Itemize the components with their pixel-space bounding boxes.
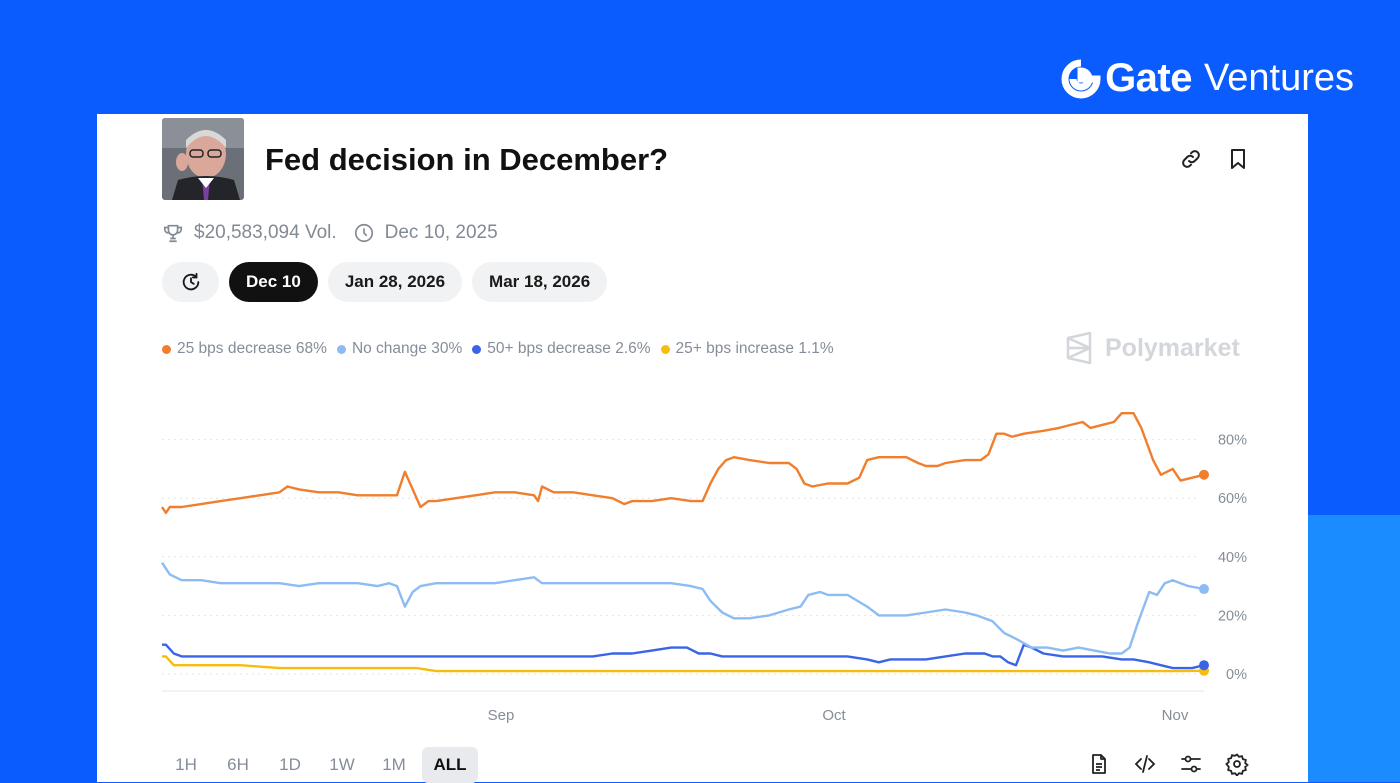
volume-text: $20,583,094 Vol. [194,222,337,243]
gate-ventures-logo: Gate Ventures [1061,56,1354,101]
series-end-dot [1199,584,1209,595]
tab-mar-18-2026[interactable]: Mar 18, 2026 [472,262,608,302]
x-tick-label: Oct [822,707,846,724]
probability-chart[interactable]: 80% 60% 40% 20% 0% Sep Oct Nov [97,114,1308,782]
background-accent [1305,515,1400,782]
legend-label: 25+ bps increase 1.1% [675,340,834,357]
trophy-icon [163,224,183,243]
watermark-text: Polymarket [1105,333,1240,362]
legend-dot [336,344,346,354]
range-6h[interactable]: 6H [227,755,249,774]
legend-label: 50+ bps decrease 2.6% [487,340,651,357]
y-tick-label: 20% [1218,608,1247,624]
brand-logo-text: Gate [1105,56,1192,100]
y-tick-label: 40% [1218,550,1247,566]
series-line-no-change [161,562,1205,655]
y-tick-label: 60% [1218,491,1247,507]
settings-icon[interactable] [1225,752,1249,776]
polymarket-watermark: Polymarket [1065,332,1240,364]
bookmark-icon[interactable] [1226,147,1250,171]
legend-item: 25+ bps increase 1.1% [660,340,834,358]
brand-suffix: Ventures [1204,57,1354,99]
history-button[interactable] [162,262,219,302]
legend-item: 50+ bps decrease 2.6% [472,340,651,358]
legend-label: 25 bps decrease 68% [177,340,327,357]
legend-dot [660,344,670,354]
legend-item: No change 30% [336,340,463,358]
market-meta: $20,583,094 Vol. Dec 10, 2025 [162,222,514,244]
series-end-dot [1199,469,1209,480]
range-1h[interactable]: 1H [175,755,197,774]
chart-legend: 25 bps decrease 68% No change 30% 50+ bp… [162,340,844,358]
link-icon[interactable] [1179,147,1203,171]
legend-dot [472,344,482,354]
polymarket-logo-icon [1066,332,1092,364]
y-tick-label: 80% [1218,433,1247,449]
legend-item: 25 bps decrease 68% [162,340,327,358]
history-icon [182,272,199,291]
chart-tools [1087,752,1271,776]
legend-label: No change 30% [351,340,463,357]
series-line-50-bps-decrease [162,643,1205,670]
range-1m[interactable]: 1M [382,755,406,774]
date-tabs: Dec 10 Jan 28, 2026 Mar 18, 2026 [162,262,617,302]
series-line-25-bps-decrease [160,412,1205,515]
market-title: Fed decision in December? [265,142,669,177]
range-1w[interactable]: 1W [329,755,355,774]
document-icon[interactable] [1087,752,1111,776]
gate-logo-icon [1061,59,1101,98]
x-tick-label: Nov [1162,707,1189,724]
range-1d[interactable]: 1D [279,755,301,774]
clock-icon [354,223,373,243]
y-tick-label: 0% [1226,667,1247,683]
code-icon[interactable] [1133,752,1157,776]
time-range-selector: 1H 6H 1D 1W 1M ALL [162,747,482,783]
market-image[interactable] [162,118,244,200]
legend-dot [162,344,171,354]
end-date-text: Dec 10, 2025 [384,222,498,243]
tab-dec-10[interactable]: Dec 10 [229,262,318,302]
series-end-dot [1199,660,1209,671]
tab-jan-28-2026[interactable]: Jan 28, 2026 [327,262,463,302]
x-tick-label: Sep [488,707,515,724]
market-card: Fed decision in December? $20,583,094 Vo… [97,114,1308,783]
series-line-25-bps-increase [162,655,1205,673]
range-all[interactable]: ALL [422,747,478,783]
sliders-icon[interactable] [1179,752,1203,776]
